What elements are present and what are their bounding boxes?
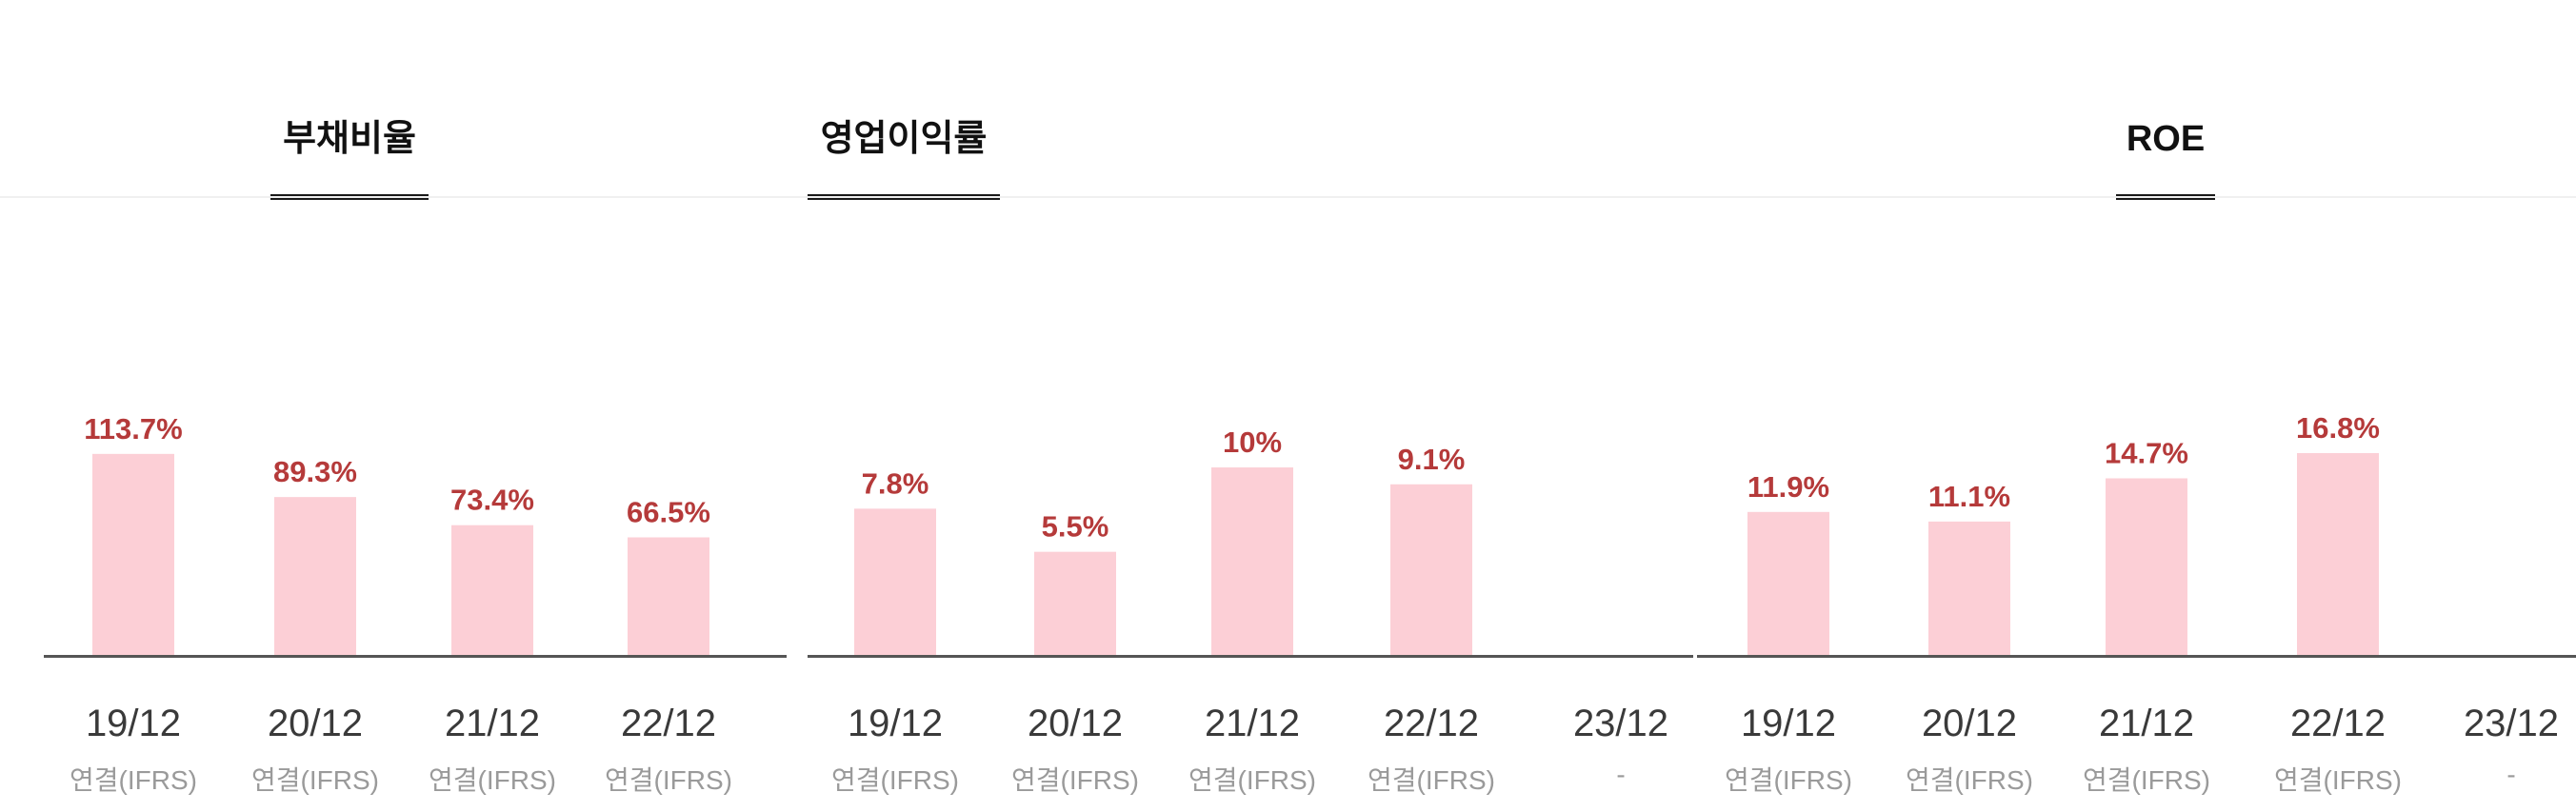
roe-period-label: 20/12 bbox=[1921, 703, 2018, 744]
tab-operating-margin-label: 영업이익률 bbox=[820, 119, 988, 159]
roe-basis-label: 연결(IFRS) bbox=[2083, 765, 2210, 795]
tab-roe[interactable]: ROE bbox=[2116, 112, 2215, 200]
operating-margin-period-label: 21/12 bbox=[1204, 703, 1301, 744]
debt-ratio-basis-label: 연결(IFRS) bbox=[251, 765, 379, 795]
debt-ratio-value-label-19-12: 113.7% bbox=[84, 412, 182, 446]
debt-ratio-period-label: 19/12 bbox=[85, 703, 182, 744]
operating-margin-bar-21-12[interactable] bbox=[1211, 467, 1293, 655]
tab-debt-ratio-label: 부채비율 bbox=[283, 119, 416, 159]
roe-bar-22-12[interactable] bbox=[2297, 452, 2379, 655]
roe-bar-21-12[interactable] bbox=[2106, 478, 2187, 655]
tab-debt-ratio[interactable]: 부채비율 bbox=[270, 112, 429, 200]
operating-margin-basis-label: - bbox=[1616, 760, 1626, 789]
operating-margin-period-label: 22/12 bbox=[1383, 703, 1480, 744]
debt-ratio-bar-20-12[interactable] bbox=[274, 497, 356, 655]
roe-bar-19-12[interactable] bbox=[1747, 511, 1829, 655]
operating-margin-plot: 7.8% 5.5% 10% 9.1% bbox=[854, 426, 1472, 655]
debt-ratio-value-label-21-12: 73.4% bbox=[450, 484, 534, 517]
debt-ratio-period-label: 22/12 bbox=[620, 703, 717, 744]
roe-plot: 11.9% 11.1% 14.7% 16.8% bbox=[1747, 411, 2380, 655]
roe-value-label-21-12: 14.7% bbox=[2105, 436, 2188, 469]
debt-ratio-bar-19-12[interactable] bbox=[92, 453, 174, 655]
operating-margin-bar-19-12[interactable] bbox=[854, 508, 936, 655]
operating-margin-basis-label: 연결(IFRS) bbox=[1011, 765, 1139, 795]
operating-margin-period-label: 23/12 bbox=[1572, 703, 1669, 744]
roe-period-label: 21/12 bbox=[2098, 703, 2195, 744]
operating-margin-value-label-19-12: 7.8% bbox=[862, 466, 929, 500]
operating-margin-value-label-22-12: 9.1% bbox=[1398, 443, 1466, 476]
operating-margin-basis-label: 연결(IFRS) bbox=[1368, 765, 1495, 795]
tab-roe-label: ROE bbox=[2126, 119, 2206, 159]
roe-value-label-22-12: 16.8% bbox=[2296, 411, 2380, 445]
roe-bar-20-12[interactable] bbox=[1928, 521, 2010, 655]
operating-margin-x-axis bbox=[808, 655, 1693, 658]
debt-ratio-x-axis bbox=[44, 655, 787, 658]
roe-basis-label: 연결(IFRS) bbox=[1725, 765, 1852, 795]
roe-period-label: 23/12 bbox=[2463, 703, 2560, 744]
debt-ratio-chart: 113.7% 89.3% 73.4% 66.5% 19/12 연결(IFRS) 20/12 연… bbox=[44, 286, 787, 812]
roe-chart: 11.9% 11.1% 14.7% 16.8% 19/12 연결(IFRS) 20/12 연결… bbox=[1697, 286, 2576, 812]
debt-ratio-basis-label: 연결(IFRS) bbox=[70, 765, 197, 795]
operating-margin-period-label: 19/12 bbox=[847, 703, 944, 744]
debt-ratio-basis-label: 연결(IFRS) bbox=[429, 765, 556, 795]
debt-ratio-basis-label: 연결(IFRS) bbox=[605, 765, 732, 795]
operating-margin-basis-label: 연결(IFRS) bbox=[1188, 765, 1316, 795]
operating-margin-value-label-20-12: 5.5% bbox=[1042, 510, 1109, 544]
operating-margin-period-label: 20/12 bbox=[1027, 703, 1124, 744]
roe-basis-label: 연결(IFRS) bbox=[1906, 765, 2033, 795]
debt-ratio-period-label: 20/12 bbox=[267, 703, 364, 744]
operating-margin-value-label-21-12: 10% bbox=[1223, 426, 1282, 459]
roe-value-label-20-12: 11.1% bbox=[1928, 480, 2010, 513]
debt-ratio-period-label: 21/12 bbox=[444, 703, 541, 744]
debt-ratio-bar-22-12[interactable] bbox=[628, 537, 709, 656]
roe-basis-label: 연결(IFRS) bbox=[2274, 765, 2402, 795]
debt-ratio-value-label-20-12: 89.3% bbox=[273, 455, 357, 488]
operating-margin-bar-20-12[interactable] bbox=[1034, 551, 1116, 655]
operating-margin-bar-22-12[interactable] bbox=[1390, 484, 1472, 655]
tab-operating-margin[interactable]: 영업이익률 bbox=[808, 112, 1000, 200]
operating-margin-chart: 7.8% 5.5% 10% 9.1% 19/12 연결(IFRS) 20/12 연결(IFRS… bbox=[808, 286, 1693, 812]
operating-margin-basis-label: 연결(IFRS) bbox=[831, 765, 959, 795]
header-divider bbox=[0, 196, 2576, 198]
roe-period-label: 19/12 bbox=[1740, 703, 1837, 744]
debt-ratio-plot: 113.7% 89.3% 73.4% 66.5% bbox=[84, 412, 710, 656]
roe-basis-label: - bbox=[2506, 760, 2516, 789]
roe-value-label-19-12: 11.9% bbox=[1747, 470, 1829, 504]
debt-ratio-bar-21-12[interactable] bbox=[451, 525, 533, 655]
roe-x-axis bbox=[1697, 655, 2576, 658]
roe-period-label: 22/12 bbox=[2289, 703, 2386, 744]
debt-ratio-value-label-22-12: 66.5% bbox=[627, 496, 710, 529]
